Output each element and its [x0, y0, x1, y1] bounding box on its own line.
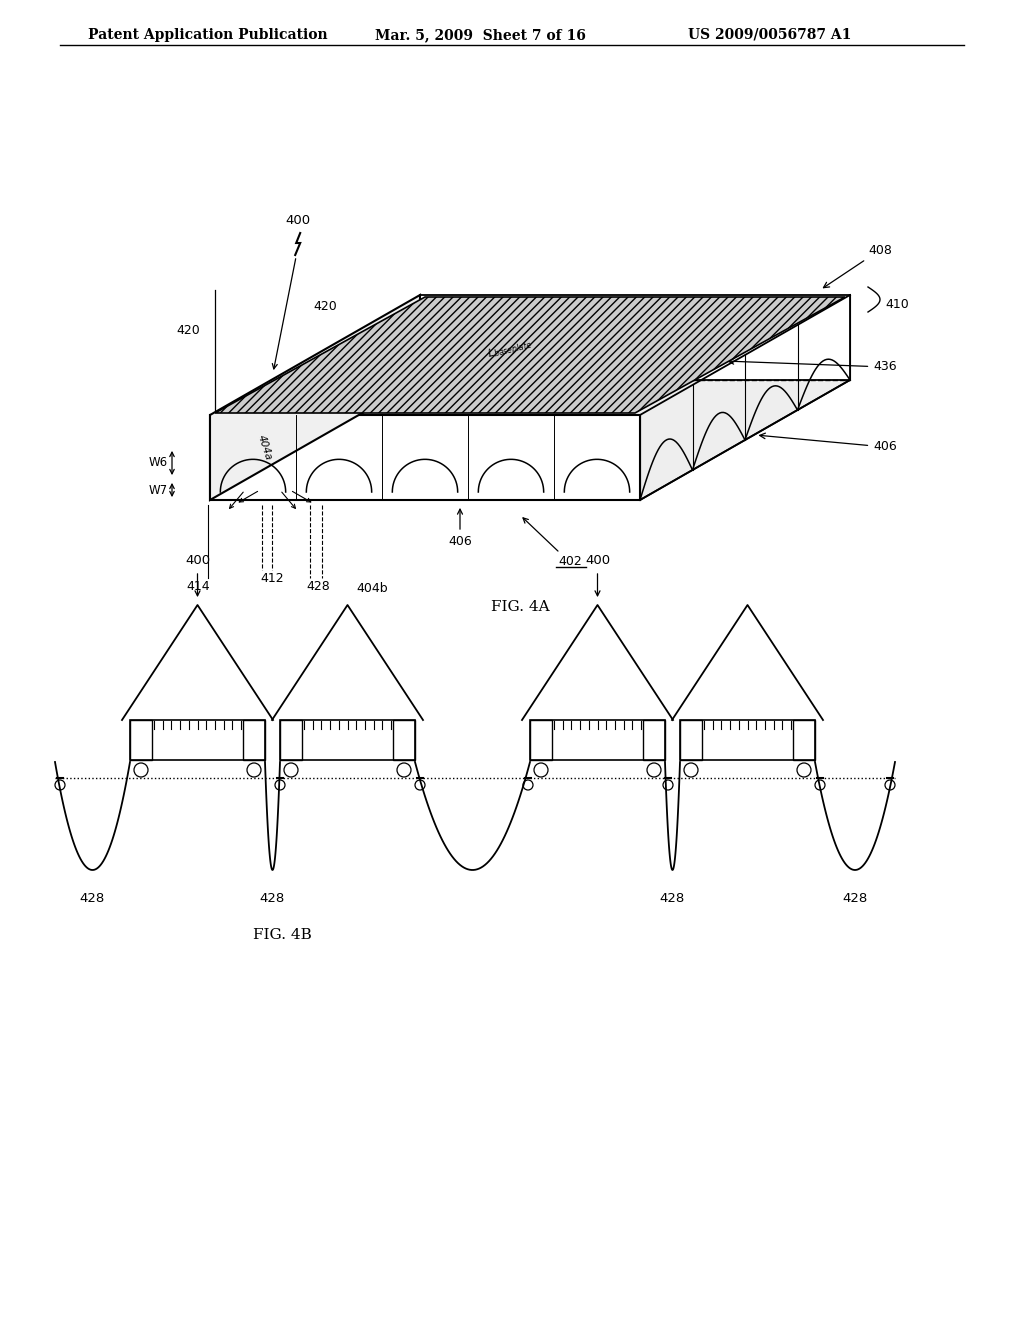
Bar — [680, 719, 815, 760]
Text: 414: 414 — [186, 579, 210, 593]
Text: 410: 410 — [885, 298, 908, 312]
Text: 404a: 404a — [256, 434, 273, 462]
Text: 428: 428 — [659, 892, 685, 906]
Bar — [243, 719, 265, 760]
Text: 420: 420 — [313, 300, 337, 313]
Polygon shape — [210, 294, 420, 500]
Polygon shape — [210, 380, 850, 500]
Text: 412: 412 — [260, 572, 284, 585]
Text: 400: 400 — [185, 554, 210, 568]
Text: 428: 428 — [843, 892, 867, 906]
Bar — [793, 719, 815, 760]
Bar — [680, 719, 702, 760]
Text: FIG. 4A: FIG. 4A — [490, 601, 549, 614]
Bar — [130, 719, 152, 760]
Text: 428: 428 — [260, 892, 285, 906]
Text: 420: 420 — [176, 325, 200, 338]
Polygon shape — [210, 414, 640, 500]
Bar — [530, 719, 552, 760]
Bar — [530, 719, 665, 760]
Text: US 2009/0056787 A1: US 2009/0056787 A1 — [688, 28, 851, 42]
Text: 428: 428 — [80, 892, 105, 906]
Text: 400: 400 — [286, 214, 310, 227]
Text: 406: 406 — [760, 433, 897, 454]
Text: W7: W7 — [148, 483, 168, 496]
Text: 402: 402 — [558, 554, 582, 568]
Bar — [393, 719, 415, 760]
Text: W6: W6 — [148, 457, 168, 470]
Bar — [130, 719, 265, 760]
Text: Mar. 5, 2009  Sheet 7 of 16: Mar. 5, 2009 Sheet 7 of 16 — [375, 28, 586, 42]
Text: 400: 400 — [585, 554, 610, 568]
Text: 408: 408 — [823, 243, 892, 288]
Text: $L_{baseplate}$: $L_{baseplate}$ — [485, 337, 535, 363]
Text: 436: 436 — [728, 359, 897, 374]
Text: FIG. 4B: FIG. 4B — [253, 928, 312, 942]
Bar — [643, 719, 665, 760]
Text: 428: 428 — [306, 579, 330, 593]
Polygon shape — [215, 297, 845, 413]
Bar — [280, 719, 415, 760]
Bar — [280, 719, 302, 760]
Text: 404b: 404b — [356, 582, 388, 595]
Text: 406: 406 — [449, 535, 472, 548]
Text: Patent Application Publication: Patent Application Publication — [88, 28, 328, 42]
